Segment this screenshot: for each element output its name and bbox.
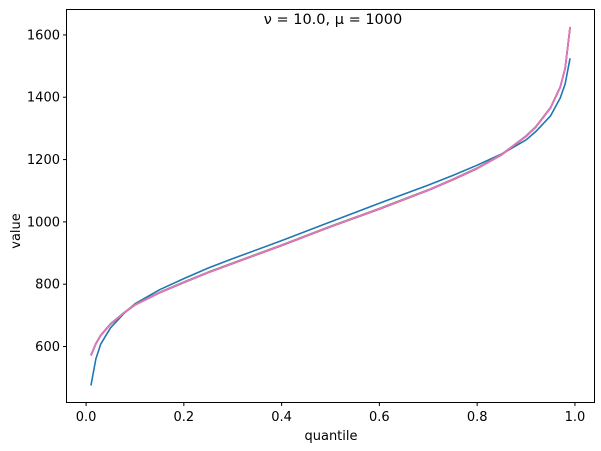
x-axis-label: quantile [304, 429, 357, 444]
plot-frame [66, 9, 595, 403]
x-tick-label: 0.4 [271, 410, 292, 425]
y-tick-label: 800 [35, 278, 60, 293]
y-axis: 600 800 1000 1200 1400 1600 [27, 28, 67, 355]
series-line-6 [90, 26, 571, 356]
y-tick-label: 1400 [27, 91, 60, 106]
series-line-4 [90, 27, 571, 356]
x-tick-label: 0.0 [76, 410, 97, 425]
chart-title: ν = 10.0, μ = 1000 [264, 12, 402, 28]
y-tick-label: 1200 [27, 153, 60, 168]
x-tick-label: 0.8 [467, 410, 488, 425]
y-tick-label: 600 [35, 340, 60, 355]
y-tick-label: 1000 [27, 215, 60, 230]
plot-lines [90, 26, 571, 386]
series-line-1 [90, 58, 571, 386]
series-line-5 [90, 27, 571, 356]
y-axis-label: value [9, 213, 24, 249]
series-line-3 [90, 27, 571, 356]
x-tick-label: 0.2 [173, 410, 194, 425]
x-tick-label: 0.6 [369, 410, 390, 425]
x-tick-label: 1.0 [565, 410, 586, 425]
series-line-2 [90, 27, 571, 356]
y-tick-label: 1600 [27, 28, 60, 43]
x-axis: 0.0 0.2 0.4 0.6 0.8 1.0 [76, 402, 586, 425]
